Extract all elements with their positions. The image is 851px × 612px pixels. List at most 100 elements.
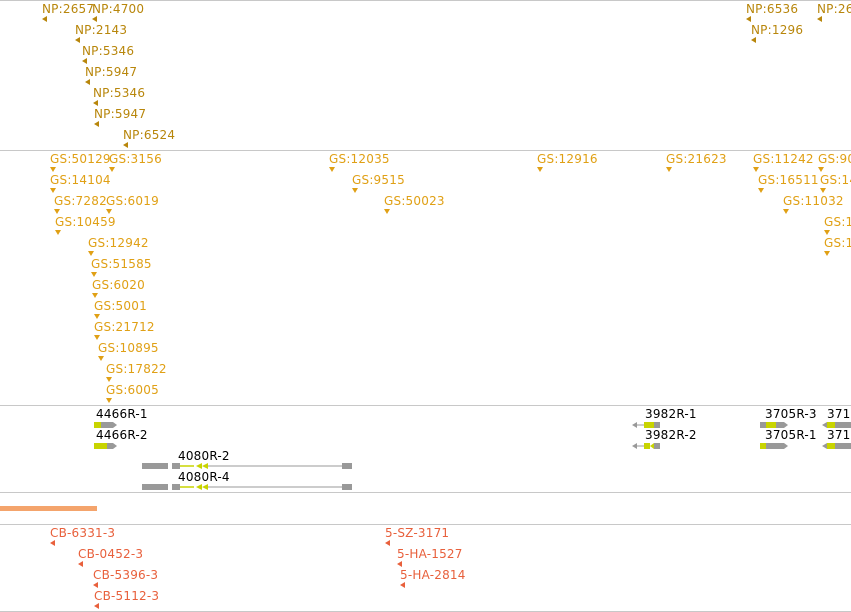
feature-label: 5-SZ-3171	[385, 526, 450, 540]
gene-model[interactable]	[142, 483, 354, 491]
gene-model[interactable]	[94, 442, 118, 450]
strand-down-marker-icon	[824, 251, 830, 256]
strand-down-marker-icon	[384, 209, 390, 214]
strand-down-marker-icon	[818, 167, 824, 172]
feature-label: 5-HA-1527	[397, 547, 463, 561]
strand-left-marker-icon	[746, 16, 751, 22]
feature-label: CB-0452-3	[78, 547, 144, 561]
strand-down-marker-icon	[106, 209, 112, 214]
feature-label: GS:12942	[88, 236, 149, 250]
strand-left-marker-icon	[82, 58, 87, 64]
gs-track: GS:50129 GS:3156 GS:12035 GS:12916 GS:21…	[0, 151, 851, 405]
strand-left-marker-icon	[751, 37, 756, 43]
strand-left-marker-icon	[93, 100, 98, 106]
track-separator	[0, 405, 851, 406]
strand-left-marker-icon	[93, 582, 98, 588]
coverage-track	[0, 493, 851, 524]
strand-left-marker-icon	[385, 540, 390, 546]
gene-label: 371	[827, 407, 851, 421]
feature-label: CB-5112-3	[94, 589, 160, 603]
feature-label: GS:10895	[98, 341, 159, 355]
strand-left-marker-icon	[50, 540, 55, 546]
strand-down-marker-icon	[820, 188, 826, 193]
feature-label: NP:26	[817, 2, 851, 16]
strand-down-marker-icon	[666, 167, 672, 172]
feature-label: GS:1	[824, 236, 851, 250]
feature-label: GS:10459	[55, 215, 116, 229]
gene-model[interactable]	[632, 421, 662, 429]
strand-down-marker-icon	[106, 377, 112, 382]
feature-label: GS:6005	[106, 383, 159, 397]
gene-track: 4466R-1 4466R-2 4080R-2 4080R-4 3982R-1 …	[0, 406, 851, 492]
gene-model[interactable]	[822, 421, 851, 429]
strand-down-marker-icon	[91, 272, 97, 277]
gene-label: 371	[827, 428, 851, 442]
strand-left-marker-icon	[92, 16, 97, 22]
feature-label: GS:9515	[352, 173, 405, 187]
track-separator	[0, 150, 851, 151]
feature-label: 5-HA-2814	[400, 568, 466, 582]
strand-left-marker-icon	[78, 561, 83, 567]
feature-label: GS:21623	[666, 152, 727, 166]
gene-label: 3705R-3	[765, 407, 817, 421]
gene-model[interactable]	[632, 442, 662, 450]
strand-left-marker-icon	[123, 142, 128, 148]
feature-label: GS:90	[818, 152, 851, 166]
strand-left-marker-icon	[75, 37, 80, 43]
gene-model[interactable]	[822, 442, 851, 450]
strand-down-marker-icon	[92, 293, 98, 298]
feature-label: GS:12916	[537, 152, 598, 166]
gene-label: 3982R-2	[645, 428, 697, 442]
feature-label: NP:2657	[42, 2, 95, 16]
feature-label: CB-6331-3	[50, 526, 116, 540]
feature-label: NP:5346	[82, 44, 135, 58]
strand-down-marker-icon	[753, 167, 759, 172]
feature-label: GS:14	[820, 173, 851, 187]
feature-label: GS:3156	[109, 152, 162, 166]
track-separator	[0, 524, 851, 525]
gene-label: 3982R-1	[645, 407, 697, 421]
strand-down-marker-icon	[352, 188, 358, 193]
coverage-bar[interactable]	[0, 506, 97, 511]
strand-down-marker-icon	[98, 356, 104, 361]
strand-down-marker-icon	[783, 209, 789, 214]
feature-label: NP:1296	[751, 23, 804, 37]
feature-label: GS:6019	[106, 194, 159, 208]
track-top-border	[0, 0, 851, 1]
feature-label: CB-5396-3	[93, 568, 159, 582]
strand-down-marker-icon	[94, 335, 100, 340]
strand-down-marker-icon	[55, 230, 61, 235]
feature-label: NP:2143	[75, 23, 128, 37]
gene-model[interactable]	[760, 442, 790, 450]
strand-down-marker-icon	[94, 314, 100, 319]
feature-label: GS:11032	[783, 194, 844, 208]
strand-left-marker-icon	[817, 16, 822, 22]
feature-label: GS:5001	[94, 299, 147, 313]
feature-label: GS:51585	[91, 257, 152, 271]
cb-track: CB-6331-3 CB-0452-3 CB-5396-3 CB-5112-3 …	[0, 525, 851, 611]
track-separator	[0, 492, 851, 493]
strand-down-marker-icon	[329, 167, 335, 172]
strand-down-marker-icon	[106, 398, 112, 403]
feature-label: NP:6536	[746, 2, 799, 16]
strand-left-marker-icon	[397, 561, 402, 567]
feature-label: GS:11242	[753, 152, 814, 166]
gene-model[interactable]	[142, 462, 354, 470]
feature-label: NP:5947	[94, 107, 147, 121]
strand-down-marker-icon	[88, 251, 94, 256]
gene-model[interactable]	[94, 421, 118, 429]
strand-left-marker-icon	[94, 121, 99, 127]
np-track: NP:2657 NP:4700 NP:2143 NP:5346 NP:5947 …	[0, 0, 851, 150]
feature-label: GS:50023	[384, 194, 445, 208]
gene-model[interactable]	[760, 421, 790, 429]
strand-down-marker-icon	[50, 188, 56, 193]
gene-label: 3705R-1	[765, 428, 817, 442]
strand-left-marker-icon	[85, 79, 90, 85]
gene-label: 4080R-4	[178, 470, 230, 484]
feature-label: GS:16511	[758, 173, 819, 187]
strand-down-marker-icon	[50, 167, 56, 172]
feature-label: NP:5947	[85, 65, 138, 79]
feature-label: NP:5346	[93, 86, 146, 100]
feature-label: GS:6020	[92, 278, 145, 292]
strand-down-marker-icon	[824, 230, 830, 235]
